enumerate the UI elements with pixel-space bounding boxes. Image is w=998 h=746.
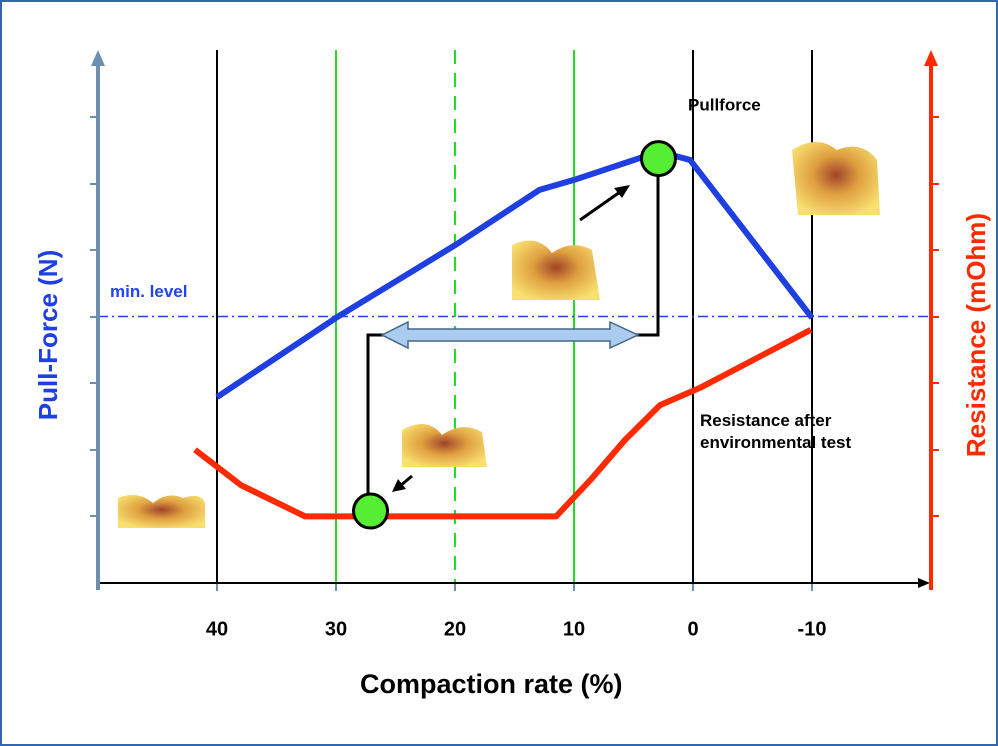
contact-image — [402, 424, 487, 467]
y-axis-title: Pull-Force (N) — [33, 250, 63, 420]
marks — [193, 140, 815, 530]
marker — [352, 492, 390, 530]
series-label: Pullforce — [688, 95, 761, 114]
x-axis-arrow — [918, 578, 930, 588]
series-label: Resistance after environmental test — [700, 411, 852, 452]
x-tick-label: 20 — [444, 618, 466, 640]
y2-axis-arrow — [924, 50, 938, 66]
min-level-label: min. level — [110, 282, 187, 301]
x-tick-label: 0 — [687, 618, 698, 640]
y2-axis-title: Resistance (mOhm) — [961, 213, 991, 457]
pointer-arrow-head — [614, 185, 630, 198]
series-line — [215, 148, 815, 400]
contact-image — [792, 142, 880, 215]
x-axis-title: Compaction rate (%) — [360, 669, 623, 699]
series-label-box: Resistance after environmental test — [700, 411, 852, 452]
x-tick-label: 10 — [563, 618, 585, 640]
x-tick-label: 40 — [206, 618, 228, 640]
y-axis-arrow — [91, 50, 105, 66]
series-line — [193, 327, 813, 520]
x-tick-label: -10 — [798, 618, 827, 640]
marker — [639, 140, 677, 178]
pointer-arrow-head — [392, 479, 406, 492]
pointer-arrow — [579, 190, 621, 222]
x-tick-label: 30 — [325, 618, 347, 640]
range-arrow — [380, 320, 640, 350]
contact-image — [118, 494, 205, 528]
contact-image — [512, 240, 600, 300]
